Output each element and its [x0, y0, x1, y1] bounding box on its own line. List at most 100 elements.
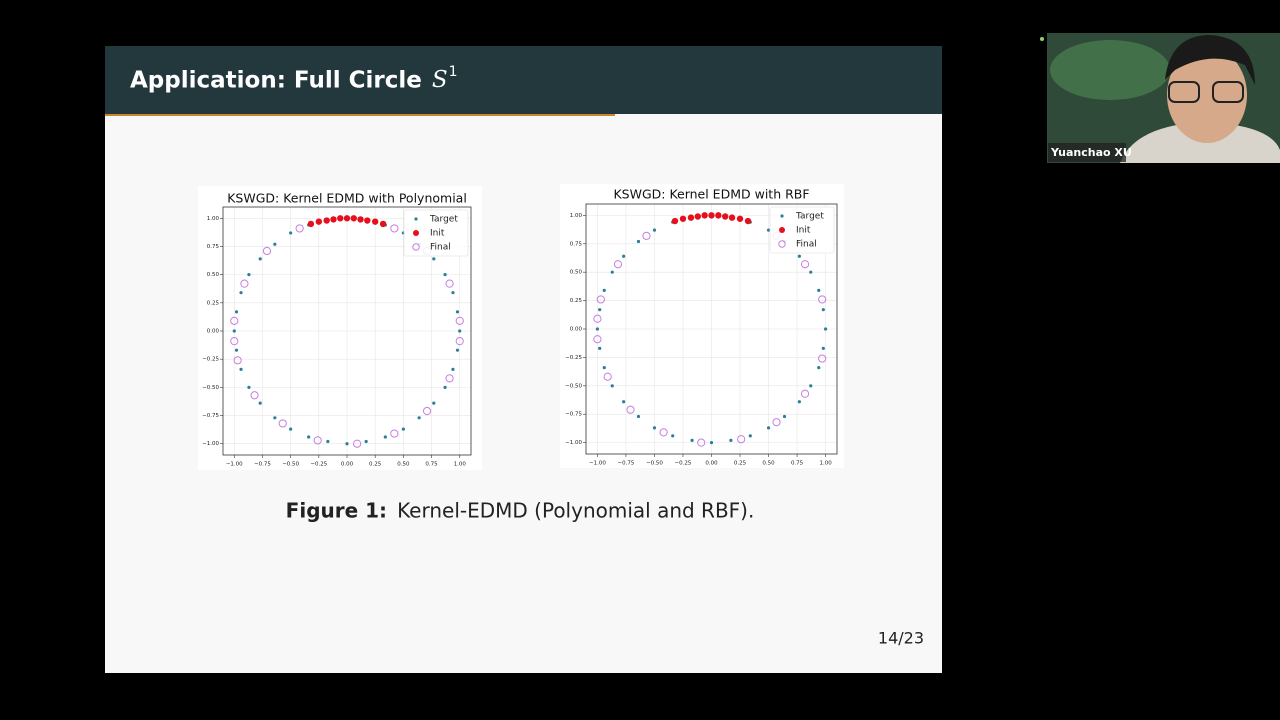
point — [323, 217, 330, 224]
point — [701, 212, 708, 219]
y-tick-label: −0.75 — [202, 413, 219, 419]
y-tick-label: 0.00 — [207, 329, 220, 335]
point — [313, 436, 322, 445]
x-tick-label: −1.00 — [226, 462, 243, 468]
point — [697, 438, 706, 447]
point — [671, 217, 679, 225]
point — [690, 438, 694, 442]
y-tick-label: −0.75 — [565, 412, 582, 418]
x-tick-label: 0.75 — [791, 461, 804, 467]
axes-frame — [585, 203, 838, 455]
point — [659, 428, 668, 437]
point — [247, 385, 251, 389]
point — [295, 224, 304, 233]
glasses — [1212, 81, 1244, 103]
point — [595, 327, 600, 331]
point — [289, 231, 293, 235]
chart-title: KSWGD: Kernel EDMD with RBF — [613, 187, 809, 202]
point — [596, 295, 605, 304]
point — [622, 400, 626, 404]
webcam: Yuanchao XU — [1040, 33, 1280, 163]
point — [451, 367, 455, 371]
point — [622, 254, 626, 258]
point — [390, 224, 399, 233]
point — [602, 366, 606, 370]
point — [364, 217, 371, 224]
point — [728, 214, 736, 221]
point — [273, 416, 277, 420]
point — [432, 401, 436, 405]
point — [383, 435, 387, 439]
background — [1050, 40, 1170, 100]
point — [455, 316, 464, 325]
point — [250, 391, 259, 400]
point — [809, 384, 813, 388]
point — [278, 419, 287, 428]
point — [652, 426, 657, 430]
point — [818, 354, 827, 363]
point — [610, 384, 614, 388]
point — [679, 215, 687, 222]
point — [233, 356, 242, 365]
point — [610, 270, 614, 274]
point — [357, 216, 364, 223]
legend-swatch — [413, 230, 419, 236]
point — [443, 273, 447, 277]
point — [817, 288, 821, 292]
point — [821, 346, 825, 350]
y-tick-label: 0.00 — [570, 327, 583, 333]
x-tick-label: 0.75 — [425, 462, 438, 468]
x-tick-label: −0.75 — [254, 462, 271, 468]
legend-label: Init — [796, 226, 811, 236]
x-tick-label: −1.00 — [589, 461, 606, 467]
title-math: S — [432, 67, 448, 93]
y-tick-label: −1.00 — [202, 441, 219, 447]
point — [642, 231, 651, 240]
point — [458, 329, 462, 333]
point — [797, 400, 801, 404]
point — [598, 308, 602, 312]
point — [445, 374, 454, 383]
y-tick-label: 1.00 — [207, 216, 220, 222]
y-tick-label: −1.00 — [565, 440, 582, 446]
x-tick-label: 0.25 — [734, 461, 747, 467]
point — [708, 212, 715, 219]
point — [766, 426, 771, 430]
x-tick-label: −0.25 — [675, 461, 692, 467]
y-tick-label: 1.00 — [570, 213, 583, 219]
page-number: 14/23 — [878, 629, 924, 648]
point — [289, 427, 293, 431]
x-tick-label: 1.00 — [454, 462, 467, 468]
point — [337, 215, 344, 222]
point — [602, 288, 606, 292]
y-tick-label: 0.25 — [207, 300, 220, 306]
point — [603, 372, 612, 381]
y-tick-label: −0.50 — [565, 383, 582, 389]
face — [1167, 47, 1247, 143]
shoulders — [1120, 122, 1280, 163]
point — [766, 228, 771, 232]
point — [258, 257, 262, 261]
point — [422, 406, 432, 416]
participant-name: Yuanchao XU — [1050, 146, 1132, 159]
point — [232, 329, 236, 333]
point — [744, 217, 752, 225]
header-rule — [105, 114, 615, 116]
point — [330, 216, 337, 223]
point — [626, 405, 635, 414]
point — [652, 228, 657, 232]
x-tick-label: −0.25 — [310, 462, 327, 468]
point — [715, 212, 722, 219]
x-tick-label: 0.00 — [341, 462, 354, 468]
point — [721, 213, 729, 220]
point — [797, 254, 801, 258]
point — [817, 366, 821, 370]
point — [687, 214, 695, 221]
hair — [1165, 35, 1255, 85]
legend-swatch — [779, 227, 785, 233]
legend-label: Target — [429, 215, 458, 225]
axes-frame — [222, 206, 472, 456]
point — [455, 337, 464, 346]
